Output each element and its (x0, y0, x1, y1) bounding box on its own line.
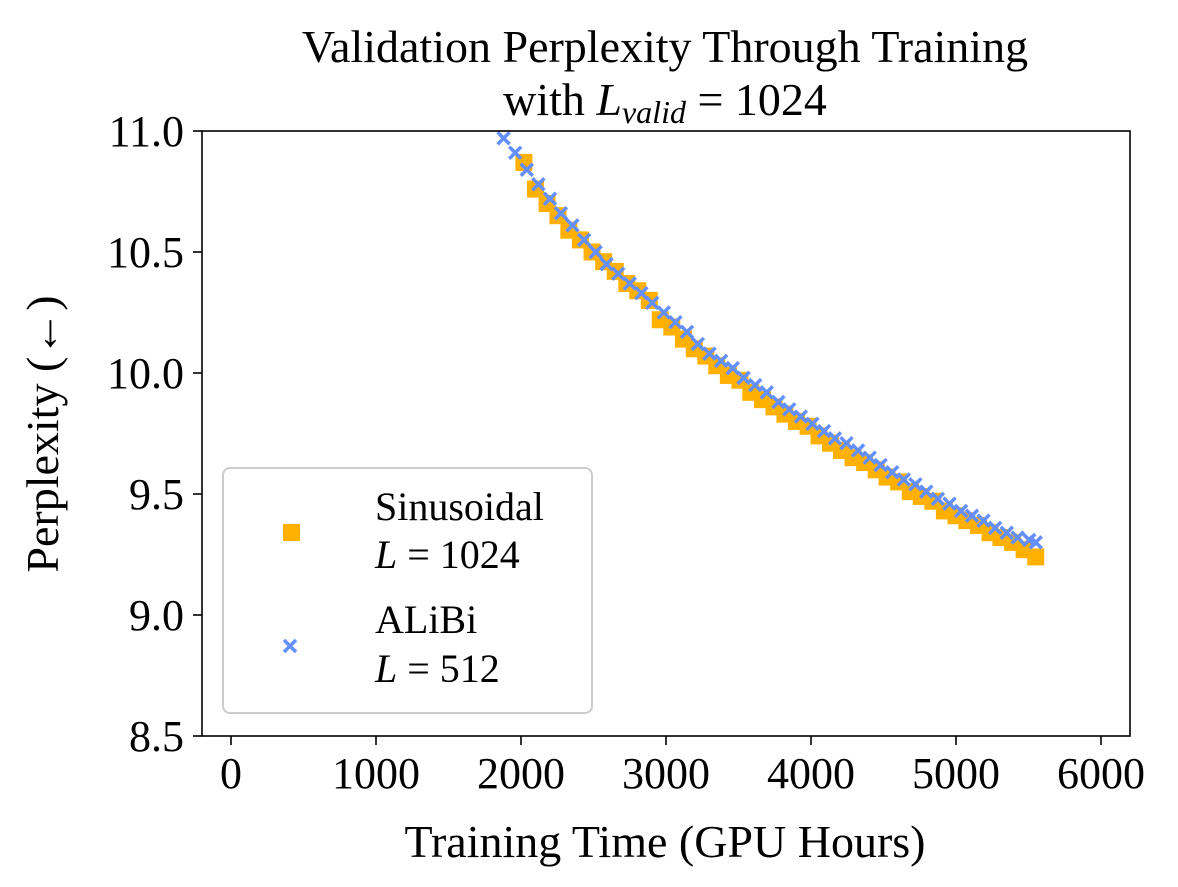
sinusoidal-point (1027, 548, 1045, 566)
alibi-point (507, 145, 523, 161)
y-tick-label: 8.5 (129, 712, 184, 761)
alibi-point (747, 377, 763, 393)
legend-sub-alibi: L = 512 (374, 646, 500, 691)
alibi-point (599, 256, 614, 272)
y-axis-label: Perplexity (←) (17, 295, 68, 572)
alibi-point (827, 431, 843, 446)
data-marks (496, 131, 1045, 566)
alibi-point (862, 450, 877, 465)
alibi-point (942, 496, 957, 511)
alibi-point (634, 285, 649, 301)
x-axis-ticks: 0 1000 2000 3000 4000 5000 6000 (220, 736, 1145, 798)
alibi-point (565, 218, 580, 233)
legend-label-sinusoidal: Sinusoidal (375, 484, 544, 529)
alibi-point (690, 336, 706, 352)
alibi-point (930, 491, 946, 507)
alibi-point (896, 472, 912, 487)
legend-box (222, 467, 593, 714)
legend-marker-alibi (282, 638, 298, 654)
alibi-point (668, 314, 683, 330)
alibi-point (850, 443, 866, 458)
subtitle-subscript: valid (622, 94, 687, 130)
alibi-point (793, 409, 809, 424)
alibi-point (622, 276, 637, 291)
alibi-point (884, 464, 900, 480)
x-tick-label: 3000 (622, 749, 710, 798)
alibi-point (953, 503, 969, 519)
y-tick-label: 10.0 (107, 349, 184, 398)
x-tick-label: 0 (220, 749, 242, 798)
alibi-point (919, 484, 934, 499)
x-tick-label: 5000 (912, 749, 1000, 798)
alibi-point (873, 457, 888, 473)
x-tick-label: 1000 (332, 749, 420, 798)
title: Validation Perplexity Through Training (302, 21, 1028, 72)
subtitle-suffix: = 1024 (686, 74, 827, 125)
legend-sub-sinusoidal: L = 1024 (374, 532, 520, 577)
alibi-point (576, 232, 592, 248)
x-tick-label: 2000 (477, 749, 565, 798)
alibi-point (531, 177, 546, 192)
alibi-point (656, 305, 672, 320)
alibi-point (759, 385, 775, 400)
subtitle-prefix: with (503, 74, 596, 125)
alibi-point (964, 508, 980, 524)
legend-marker-sinusoidal (283, 524, 300, 541)
y-tick-label: 9.0 (129, 591, 184, 640)
alibi-point (553, 206, 569, 221)
alibi-point (713, 353, 729, 369)
y-tick-label: 11.0 (109, 107, 184, 156)
alibi-point (771, 394, 786, 410)
alibi-point (702, 346, 717, 361)
legend: Sinusoidal L = 1024 ALiBi L = 512 (222, 467, 593, 714)
alibi-point (1010, 530, 1025, 545)
alibi-point (805, 416, 820, 432)
subtitle-variable: L (595, 74, 622, 125)
alibi-point (725, 360, 740, 376)
alibi-point (976, 513, 991, 528)
alibi-point (496, 131, 511, 146)
alibi-point (987, 520, 1003, 536)
y-tick-label: 9.5 (129, 470, 184, 519)
alibi-point (1028, 535, 1043, 550)
x-tick-label: 4000 (767, 749, 855, 798)
alibi-point (679, 324, 695, 340)
alibi-point (610, 266, 626, 282)
legend-label-alibi: ALiBi (375, 597, 477, 642)
alibi-point (908, 477, 923, 492)
chart-title: Validation Perplexity Through Training w… (302, 21, 1028, 130)
x-axis-label: Training Time (GPU Hours) (404, 816, 925, 867)
alibi-point (542, 191, 558, 206)
alibi-point (839, 435, 854, 451)
alibi-point (736, 370, 751, 386)
subtitle: with Lvalid = 1024 (503, 74, 827, 130)
alibi-point (588, 244, 603, 260)
alibi-point (519, 162, 535, 177)
x-tick-label: 6000 (1057, 749, 1145, 798)
alibi-point (782, 402, 797, 417)
alibi-point (816, 423, 832, 439)
alibi-point (999, 525, 1014, 540)
alibi-point (644, 295, 660, 311)
y-axis-ticks: 8.5 9.0 9.5 10.0 10.5 11.0 (107, 107, 202, 761)
y-tick-label: 10.5 (107, 228, 184, 277)
